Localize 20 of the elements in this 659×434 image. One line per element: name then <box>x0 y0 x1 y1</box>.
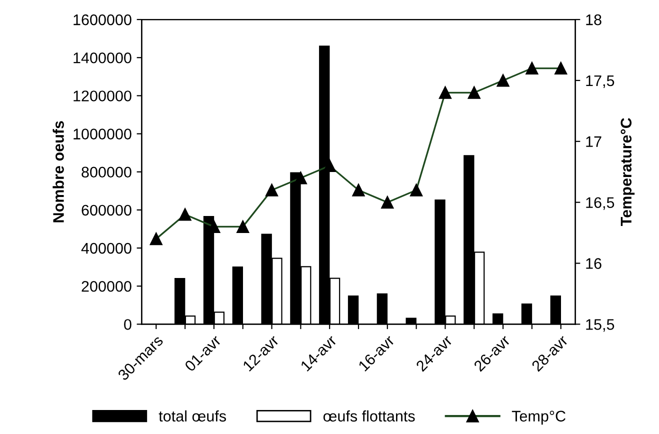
y-tick-label: 400000 <box>81 242 132 254</box>
y2-tick-label: 17 <box>586 136 602 147</box>
y-tick-label: 1600000 <box>74 14 132 26</box>
y2-tick-label: 17,5 <box>586 75 614 88</box>
y2-tick-label: 16,5 <box>586 197 614 210</box>
y-tick-label: 600000 <box>82 204 132 216</box>
y-tick-label: 1400000 <box>74 52 132 64</box>
y2-tick-label: 16 <box>586 258 602 269</box>
legend-label: Temp°C <box>512 410 566 425</box>
y-tick-label: 800000 <box>82 166 132 178</box>
y-axis-title: Nombre oeufs <box>52 121 64 222</box>
y-tick-label: 1000000 <box>74 128 132 140</box>
legend-label: total œufs <box>158 410 226 422</box>
y-tick-label: 0 <box>124 319 132 330</box>
y2-tick-label: 18 <box>586 14 602 26</box>
y2-tick-label: 15,5 <box>586 319 614 332</box>
legend-label: œufs flottants <box>323 410 415 422</box>
y-tick-label: 1200000 <box>74 90 132 102</box>
y2-axis-title: Temperature°C <box>620 118 635 226</box>
y-tick-label: 200000 <box>82 280 132 292</box>
